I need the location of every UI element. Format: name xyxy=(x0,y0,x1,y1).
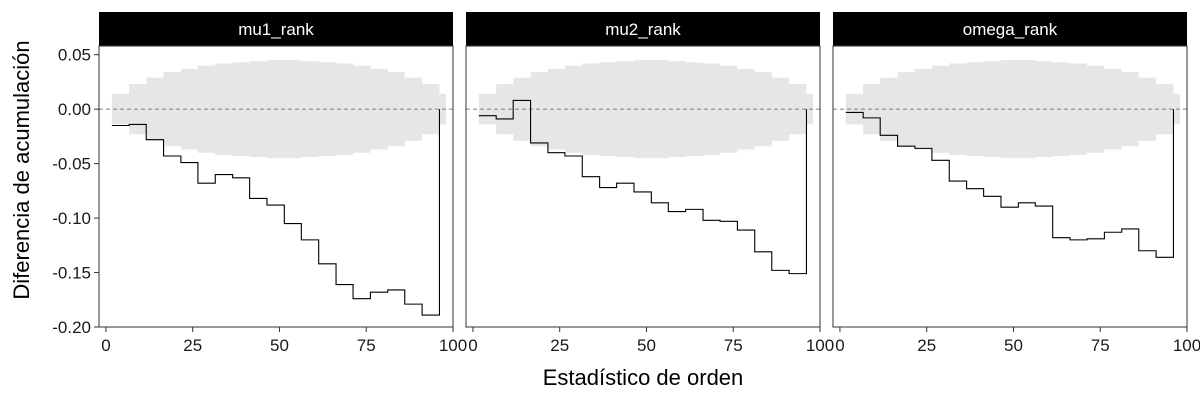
confidence-band xyxy=(111,60,447,159)
y-tick-label: -0.15 xyxy=(52,264,91,283)
x-tick-label: 25 xyxy=(917,336,936,355)
y-axis: -0.20 -0.15 -0.10 -0.05 0.00 0.05 xyxy=(52,46,99,337)
strip-label: mu1_rank xyxy=(238,20,314,39)
ecdf-difference-line xyxy=(111,109,441,316)
panel-border xyxy=(465,45,821,328)
x-tick-label: 0 xyxy=(468,336,477,355)
strip-background xyxy=(466,12,820,46)
y-tick-label: 0.05 xyxy=(58,46,91,65)
panel-omega_rank: omega_rank 0 25 50 75 100 xyxy=(832,12,1200,355)
y-axis-title: Diferencia de acumulación xyxy=(9,40,34,299)
x-tick-label: 100 xyxy=(1173,336,1200,355)
y-tick-label: -0.05 xyxy=(52,155,91,174)
x-axis-title: Estadístico de orden xyxy=(543,365,744,390)
confidence-band xyxy=(845,60,1181,159)
x-tick-label: 50 xyxy=(637,336,656,355)
y-tick-label: -0.10 xyxy=(52,209,91,228)
ecdf-difference-line xyxy=(478,99,808,275)
x-tick-label: 100 xyxy=(439,336,467,355)
x-tick-label: 50 xyxy=(1004,336,1023,355)
x-tick-label: 100 xyxy=(806,336,834,355)
panel-mu2_rank: mu2_rank 0 25 50 75 100 xyxy=(465,12,834,355)
x-tick-label: 50 xyxy=(270,336,289,355)
ecdf-difference-line xyxy=(845,109,1175,258)
x-tick-label: 75 xyxy=(357,336,376,355)
x-tick-label: 25 xyxy=(550,336,569,355)
y-tick-label: 0.00 xyxy=(58,100,91,119)
panel-border xyxy=(98,45,454,328)
strip-label: omega_rank xyxy=(963,20,1058,39)
strip-background xyxy=(833,12,1187,46)
x-tick-label: 75 xyxy=(1091,336,1110,355)
x-tick-label: 0 xyxy=(835,336,844,355)
x-tick-label: 75 xyxy=(724,336,743,355)
strip-label: mu2_rank xyxy=(605,20,681,39)
x-tick-label: 0 xyxy=(101,336,110,355)
y-tick-label: -0.20 xyxy=(52,318,91,337)
x-tick-label: 25 xyxy=(183,336,202,355)
confidence-band xyxy=(478,60,814,159)
strip-background xyxy=(99,12,453,46)
panel-border xyxy=(832,45,1188,328)
panel-mu1_rank: mu1_rank 0 25 50 75 100 xyxy=(98,12,467,355)
